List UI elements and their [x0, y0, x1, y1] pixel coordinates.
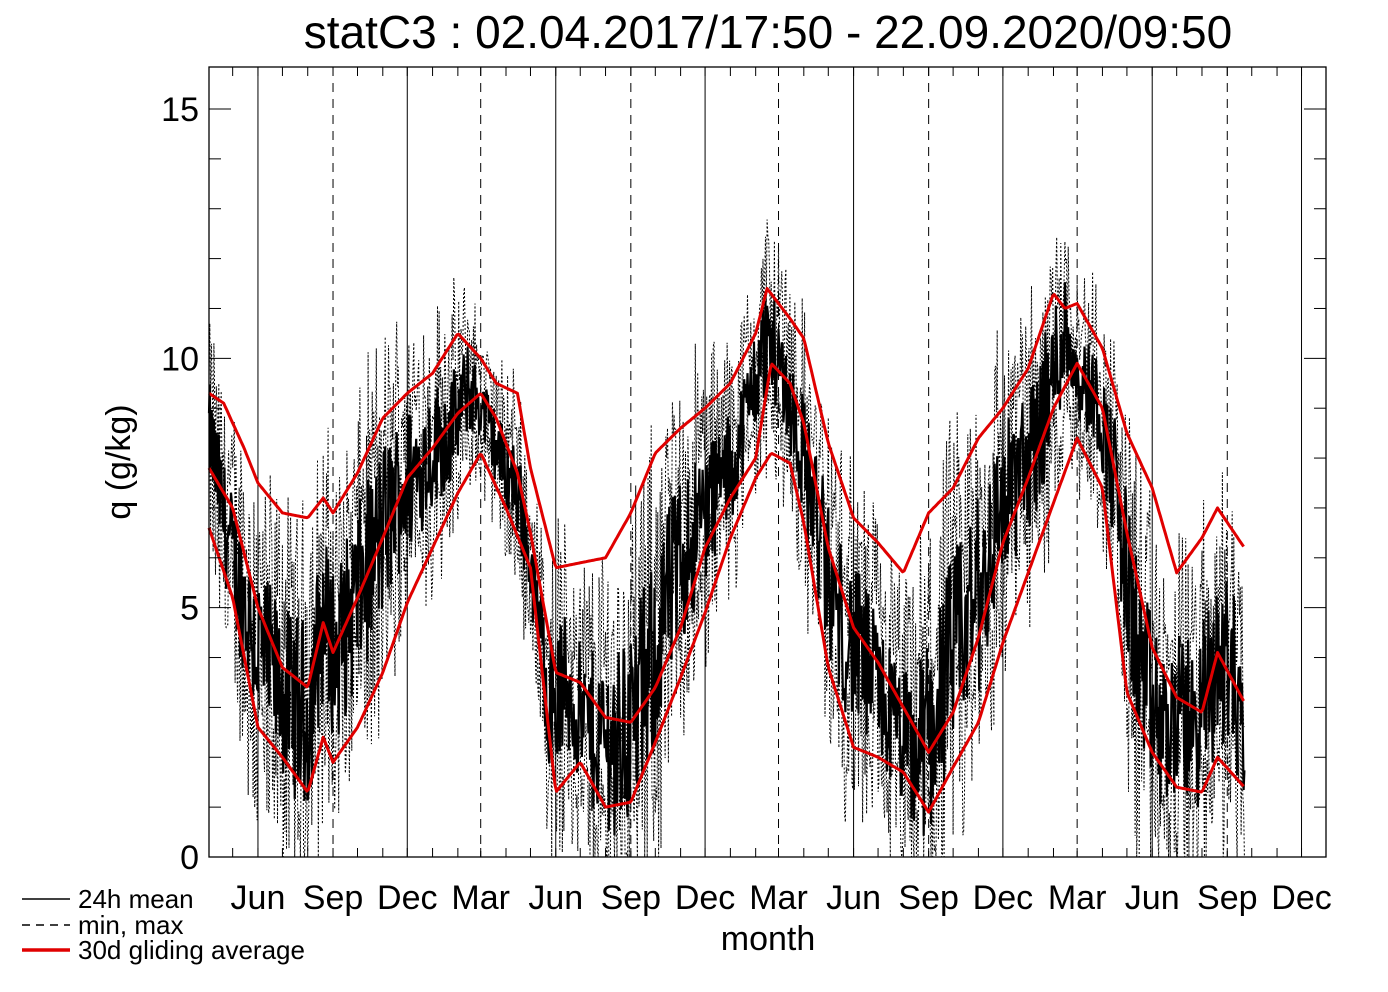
- x-tick-label: Sep: [601, 879, 662, 917]
- plot-frame: [208, 66, 1327, 858]
- x-tick-label: Dec: [1271, 879, 1331, 917]
- legend-label: 30d gliding average: [78, 935, 305, 965]
- daily-mean-trace: [207, 282, 1246, 836]
- x-tick-label: Sep: [898, 879, 959, 917]
- 30d-min-curve: [207, 436, 1245, 814]
- 30d-mean-curve: [207, 361, 1245, 754]
- 30d-max-curve: [208, 287, 1245, 575]
- x-tick-label: Sep: [303, 879, 364, 917]
- x-tick-label: Sep: [1197, 879, 1258, 917]
- y-tick-label: 5: [180, 590, 199, 628]
- daily-data-layer: [207, 219, 1246, 858]
- x-axis: Jun Sep Dec Mar Jun Sep Dec Mar Jun Sep Dec Mar Jun S…: [231, 67, 1332, 917]
- x-tick-label: Mar: [1048, 879, 1107, 917]
- y-tick-label: 10: [161, 340, 199, 378]
- series-layer: [207, 287, 1245, 814]
- x-tick-label: Dec: [675, 879, 735, 917]
- x-tick-label: Dec: [973, 879, 1033, 917]
- x-tick-label: Jun: [231, 879, 286, 917]
- y-axis-label: q (g/kg): [100, 404, 138, 519]
- y-tick-label: 15: [161, 91, 199, 129]
- chart-title: statC3 : 02.04.2017/17:50 - 22.09.2020/0…: [304, 6, 1232, 58]
- y-axis: 0 5 10 15: [161, 91, 1326, 877]
- x-axis-label: month: [721, 920, 816, 958]
- x-tick-label: Jun: [528, 879, 583, 917]
- legend-label: min, max: [78, 910, 183, 940]
- x-tick-label: Mar: [749, 879, 808, 917]
- legend-label: 24h mean: [78, 884, 194, 914]
- y-tick-label: 0: [180, 839, 199, 877]
- grid-layer: [257, 67, 1303, 857]
- x-tick-label: Jun: [1125, 879, 1180, 917]
- x-tick-label: Mar: [451, 879, 510, 917]
- x-tick-label: Dec: [377, 879, 437, 917]
- x-tick-label: Jun: [826, 879, 881, 917]
